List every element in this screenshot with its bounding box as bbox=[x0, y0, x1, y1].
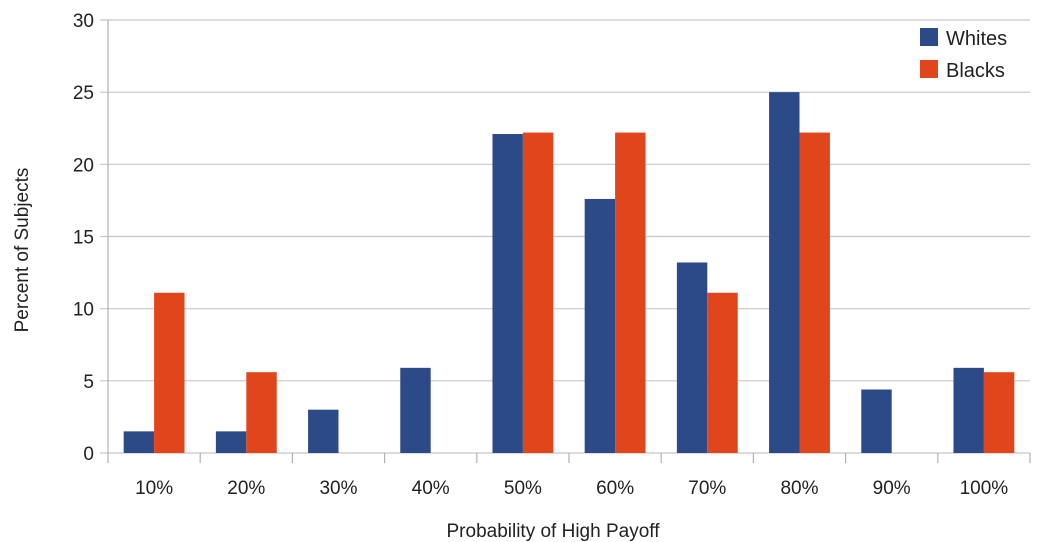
bar-whites-5 bbox=[584, 198, 616, 453]
y-tick-label: 5 bbox=[83, 372, 94, 393]
x-tick-label: 30% bbox=[319, 478, 357, 499]
bar-whites-3 bbox=[400, 367, 431, 453]
bar-whites-4 bbox=[492, 134, 523, 454]
bar-whites-7 bbox=[769, 92, 800, 454]
y-tick-label: 15 bbox=[73, 228, 94, 249]
bar-whites-6 bbox=[676, 262, 708, 453]
y-tick-label: 10 bbox=[73, 300, 94, 321]
y-tick-labels: 0 5 10 15 20 25 30 bbox=[73, 11, 94, 465]
x-tick-label: 20% bbox=[227, 478, 265, 499]
x-tick-label: 90% bbox=[873, 478, 911, 499]
bar-whites-8 bbox=[861, 389, 892, 453]
bar-blacks-1 bbox=[246, 372, 277, 453]
y-tick-label: 25 bbox=[73, 83, 94, 104]
x-tick-label: 70% bbox=[688, 478, 726, 499]
x-tick-label: 80% bbox=[780, 478, 818, 499]
bar-blacks-9 bbox=[983, 372, 1015, 453]
x-tick-label: 10% bbox=[135, 478, 173, 499]
gridlines bbox=[100, 19, 1030, 454]
bar-blacks-0 bbox=[154, 292, 185, 453]
bar-whites-0 bbox=[123, 431, 155, 453]
bar-whites-2 bbox=[308, 409, 339, 453]
bar-whites-9 bbox=[953, 367, 984, 453]
bar-whites-1 bbox=[215, 431, 247, 453]
bar-blacks-5 bbox=[615, 132, 646, 453]
legend-label-whites: Whites bbox=[946, 28, 1007, 50]
legend-swatch-blacks bbox=[920, 60, 938, 78]
x-axis-title: Probability of High Payoff bbox=[447, 521, 661, 542]
legend-label-blacks: Blacks bbox=[946, 60, 1005, 82]
bar-blacks-4 bbox=[522, 132, 554, 453]
x-tick-labels: 10% 20% 30% 40% 50% 60% 70% 80% 90% 100% bbox=[135, 478, 1008, 499]
axes bbox=[107, 20, 1031, 463]
y-axis-title: Percent of Subjects bbox=[12, 168, 33, 333]
y-tick-label: 0 bbox=[83, 444, 94, 465]
x-tick-label: 100% bbox=[960, 478, 1009, 499]
y-tick-label: 30 bbox=[73, 11, 94, 32]
bar-blacks-6 bbox=[707, 292, 738, 453]
y-tick-label: 20 bbox=[73, 155, 94, 176]
bar-blacks-7 bbox=[799, 132, 830, 453]
legend: Whites Blacks bbox=[920, 28, 1007, 82]
legend-swatch-whites bbox=[920, 28, 938, 46]
x-tick-label: 50% bbox=[504, 478, 542, 499]
x-tick-label: 60% bbox=[596, 478, 634, 499]
x-tick-label: 40% bbox=[412, 478, 450, 499]
bars bbox=[123, 92, 1015, 454]
